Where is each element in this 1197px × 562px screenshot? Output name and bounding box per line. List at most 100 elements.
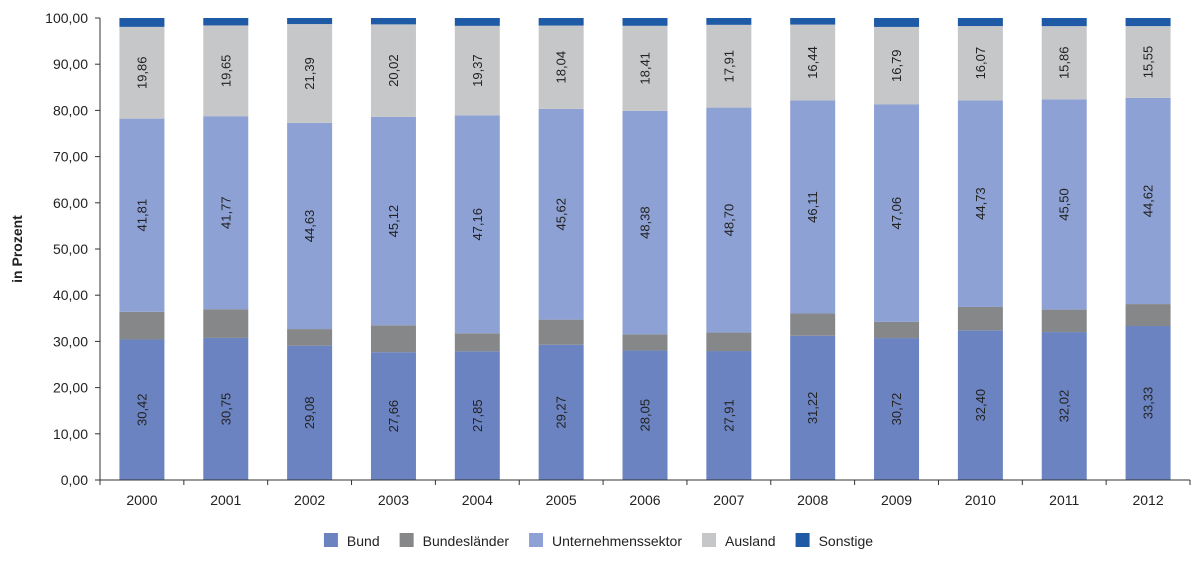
bar-segment-ausland	[538, 25, 584, 109]
bar-segment-ausland	[874, 26, 920, 105]
x-tick-label: 2001	[210, 492, 241, 508]
bar-segment-sonstige	[370, 18, 416, 25]
bar-segment-unternehmenssektor	[957, 100, 1003, 307]
legend-item-bundesländer: Bundesländer	[399, 533, 509, 549]
bar-segment-unternehmenssektor	[119, 118, 165, 312]
bar-segment-ausland	[370, 24, 416, 117]
legend-swatch	[795, 533, 810, 547]
x-tick-label: 2011	[1049, 492, 1079, 508]
bar-segment-sonstige	[203, 18, 249, 26]
data-label: 45,50	[1057, 188, 1072, 221]
bar-segment-ausland	[622, 25, 668, 111]
bar-segment-sonstige	[119, 18, 165, 27]
data-label: 30,72	[889, 393, 904, 426]
legend-item-sonstige: Sonstige	[795, 533, 873, 549]
data-label: 29,27	[554, 396, 569, 429]
bar-segment-bundesländer	[454, 333, 500, 352]
bar-segment-bundesländer	[874, 321, 920, 339]
bar-segment-bund	[1125, 326, 1171, 480]
x-tick-label: 2003	[378, 492, 409, 508]
data-label: 16,07	[973, 47, 988, 80]
data-label: 18,04	[554, 51, 569, 84]
legend-label: Bund	[347, 533, 380, 549]
bar-segment-unternehmenssektor	[790, 100, 836, 314]
y-tick-label: 80,00	[53, 102, 88, 118]
data-label: 15,55	[1141, 46, 1156, 79]
data-label: 27,66	[386, 400, 401, 433]
y-tick-label: 70,00	[53, 149, 88, 165]
x-tick-label: 2009	[881, 492, 912, 508]
data-label: 48,38	[638, 206, 653, 239]
bar-segment-bund	[203, 337, 249, 480]
bar-segment-sonstige	[622, 18, 668, 26]
data-label: 45,62	[554, 198, 569, 231]
bar-segment-bund	[287, 345, 333, 480]
bar-segment-unternehmenssektor	[370, 116, 416, 326]
bar-segment-sonstige	[1041, 18, 1087, 27]
y-axis: 0,00 10,00 20,00 30,00 40,00 50,00 60,00 70,00 8…	[45, 10, 101, 488]
data-label: 20,02	[386, 54, 401, 87]
bar-segment-bundesländer	[706, 332, 752, 352]
legend-label: Ausland	[725, 533, 776, 549]
bar-segment-bundesländer	[622, 334, 668, 351]
bar-segment-bund	[119, 339, 165, 480]
bar-segment-ausland	[454, 25, 500, 116]
data-label: 21,39	[302, 57, 317, 90]
data-label: 44,62	[1141, 185, 1156, 218]
bar-segment-unternehmenssektor	[454, 115, 500, 334]
bar-segment-ausland	[790, 24, 836, 101]
data-label: 16,44	[805, 46, 820, 79]
legend-label: Unternehmenssektor	[552, 533, 682, 549]
legend-swatch	[399, 533, 414, 547]
bar-segment-bundesländer	[203, 309, 249, 338]
bar-segment-sonstige	[706, 18, 752, 25]
data-label: 41,77	[218, 196, 233, 229]
bar-segment-unternehmenssektor	[203, 116, 249, 310]
bar-segment-sonstige	[287, 18, 333, 25]
data-label: 31,22	[805, 392, 820, 425]
data-label: 28,05	[638, 399, 653, 432]
bar-segment-bundesländer	[790, 313, 836, 336]
legend-swatch	[529, 533, 544, 547]
bar-segment-sonstige	[790, 18, 836, 25]
bar-segment-unternehmenssektor	[1041, 99, 1087, 310]
bar-segment-bundesländer	[538, 319, 584, 345]
data-label: 32,02	[1057, 390, 1072, 423]
x-axis: 2000 2001 2002 2003 2004 2005 2006 2007 2008 2009…	[99, 479, 1191, 508]
bar-segment-sonstige	[538, 18, 584, 26]
legend-item-unternehmenssektor: Unternehmenssektor	[529, 533, 682, 549]
legend: Bund Bundesländer Unternehmenssektor Auslan…	[323, 533, 873, 549]
bar-segment-unternehmenssektor	[538, 108, 584, 320]
x-tick-label: 2005	[546, 492, 577, 508]
y-tick-label: 30,00	[53, 333, 88, 349]
bar-segment-ausland	[706, 24, 752, 108]
y-tick-label: 100,00	[45, 10, 88, 26]
bar-segment-sonstige	[454, 18, 500, 26]
bar-segment-unternehmenssektor	[1125, 97, 1171, 305]
x-tick-label: 2000	[126, 492, 157, 508]
bar-segment-bundesländer	[957, 306, 1003, 331]
bar-segment-unternehmenssektor	[706, 107, 752, 333]
bar-segment-bund	[1041, 332, 1087, 480]
data-label: 17,91	[721, 50, 736, 83]
x-tick-label: 2002	[294, 492, 325, 508]
y-axis-label: in Prozent	[9, 215, 25, 283]
bar-segment-ausland	[1125, 26, 1171, 98]
data-label: 15,86	[1057, 46, 1072, 79]
x-tick-label: 2012	[1132, 492, 1163, 508]
data-label: 46,11	[805, 191, 820, 223]
bar-segment-ausland	[119, 26, 165, 119]
bar-segment-unternehmenssektor	[874, 104, 920, 322]
data-label: 44,63	[302, 210, 317, 243]
bar-segment-bund	[454, 351, 500, 480]
bar-segment-ausland	[957, 26, 1003, 101]
y-tick-label: 20,00	[53, 380, 88, 396]
data-label: 47,16	[470, 208, 485, 241]
y-tick-label: 10,00	[53, 426, 88, 442]
bar-segment-bundesländer	[1125, 304, 1171, 327]
bar-segment-sonstige	[957, 18, 1003, 27]
x-tick-label: 2010	[965, 492, 996, 508]
bar-segment-unternehmenssektor	[622, 110, 668, 335]
y-tick-label: 0,00	[61, 472, 88, 488]
bar-segment-bund	[874, 338, 920, 480]
